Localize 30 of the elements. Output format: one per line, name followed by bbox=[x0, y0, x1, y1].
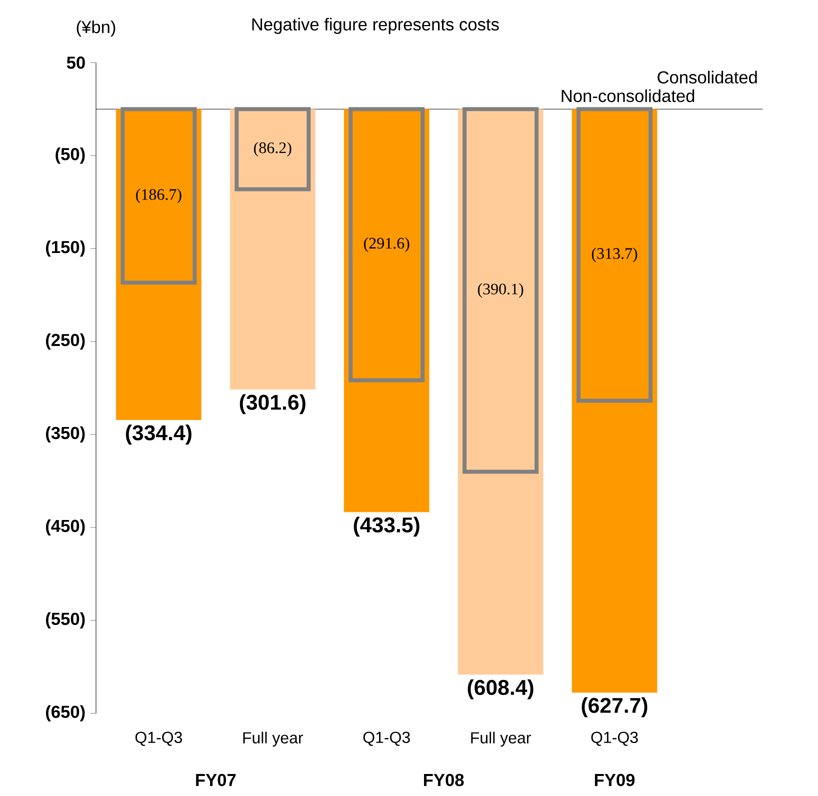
x-tick-label: Q1-Q3 bbox=[363, 732, 410, 746]
y-tick-label: (550) bbox=[46, 612, 85, 628]
text: FY09 bbox=[594, 774, 635, 786]
data-label: (291.6) bbox=[364, 237, 410, 252]
data-label: (301.6) bbox=[240, 394, 306, 414]
text: FY08 bbox=[424, 774, 464, 786]
y-tick-label: (350) bbox=[46, 426, 85, 443]
y-tick-label: (650) bbox=[46, 705, 85, 722]
data-label: (86.2) bbox=[254, 142, 292, 156]
data-label: (608.4) bbox=[468, 679, 534, 700]
y-tick-label: (450) bbox=[46, 519, 85, 536]
y-tick-label: 50 bbox=[66, 56, 85, 69]
y-tick-label: (150) bbox=[46, 240, 85, 257]
y-axis-title: (¥bn) bbox=[76, 20, 116, 37]
x-tick-label: Full year bbox=[243, 732, 304, 747]
series-label: Non-consolidated bbox=[562, 89, 694, 102]
data-label: (390.1) bbox=[478, 283, 524, 298]
y-tick-label: (50) bbox=[56, 148, 85, 164]
data-label: (627.7) bbox=[582, 697, 648, 718]
x-tick-label: Q1-Q3 bbox=[591, 732, 638, 746]
text: FY07 bbox=[196, 774, 236, 786]
x-tick-label: Full year bbox=[471, 732, 531, 747]
data-label: (334.4) bbox=[126, 424, 192, 445]
data-label: (433.5) bbox=[354, 516, 420, 537]
data-label: (186.7) bbox=[136, 188, 182, 204]
x-tick-label: Q1-Q3 bbox=[135, 732, 182, 746]
y-tick-label: (250) bbox=[46, 333, 85, 350]
chart-subtitle: Negative figure represents costs bbox=[252, 18, 499, 34]
data-label: (313.7) bbox=[592, 248, 638, 262]
series-label: Consolidated bbox=[658, 70, 757, 84]
